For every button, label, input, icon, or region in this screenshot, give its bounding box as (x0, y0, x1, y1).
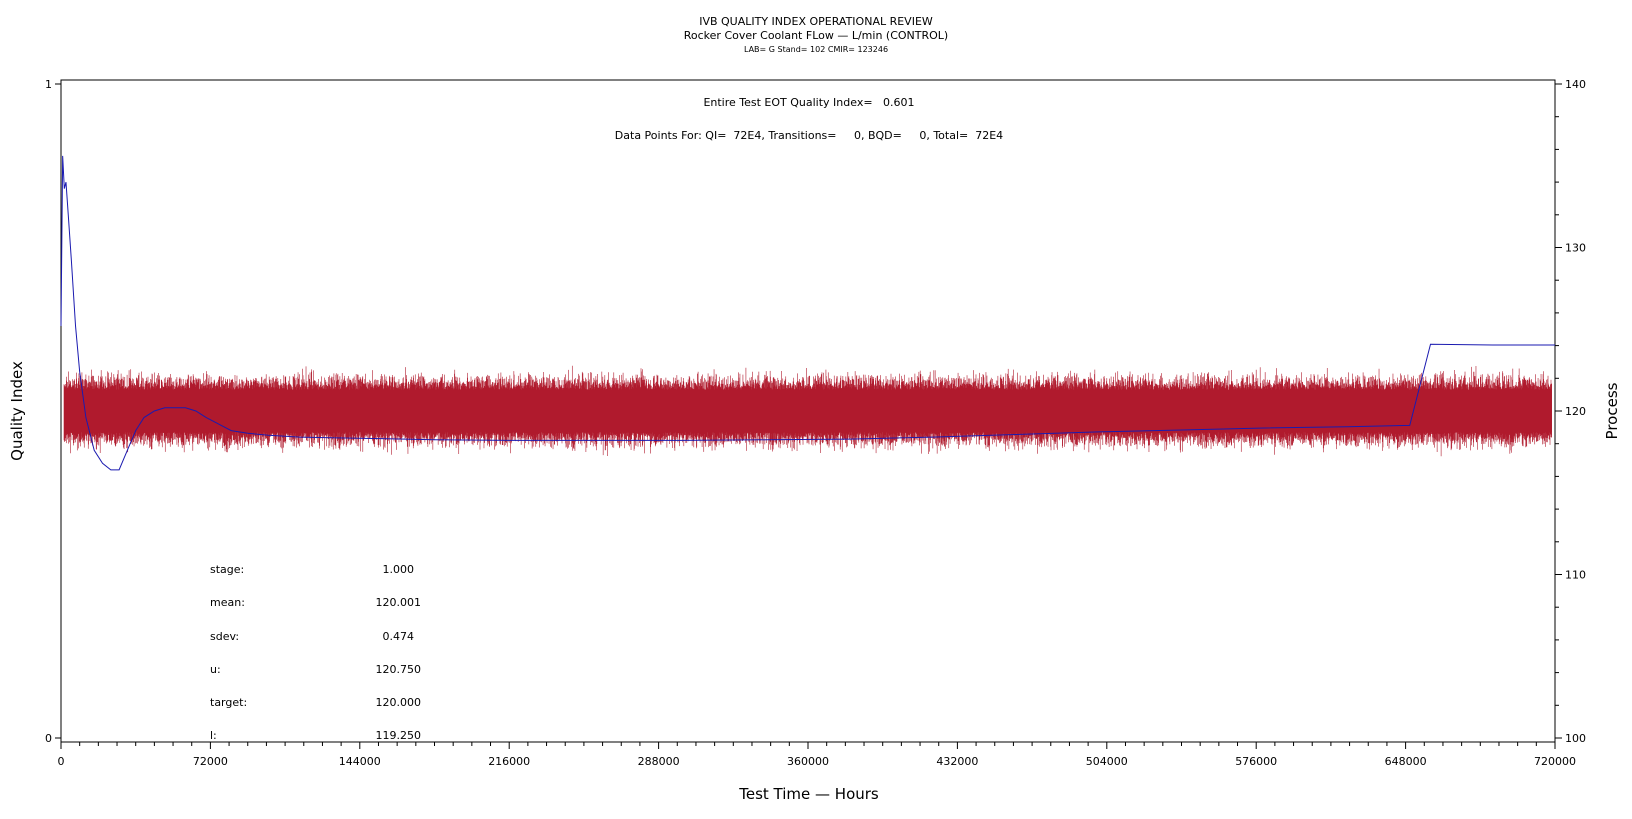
stat-value-target: 120.000 (376, 696, 422, 709)
y-right-tick-label: 140 (1565, 78, 1586, 91)
chart-info: LAB= G Stand= 102 CMIR= 123246 (744, 45, 888, 54)
x-tick-label: 288000 (638, 755, 680, 768)
process-series (63, 365, 1552, 457)
stat-label-sdev: sdev: (210, 630, 239, 643)
x-tick-label: 72000 (193, 755, 228, 768)
x-tick-label: 216000 (488, 755, 530, 768)
process-core-band (64, 389, 1552, 433)
stat-value-u: 120.750 (376, 663, 422, 676)
data-points-summary: Data Points For: QI= 72E4, Transitions= … (615, 129, 1003, 142)
y-axis-right-label: Process (1603, 382, 1621, 439)
y-left-tick-label: 1 (45, 78, 52, 91)
y-right-tick-label: 110 (1565, 569, 1586, 582)
eot-quality-index: Entire Test EOT Quality Index= 0.601 (703, 96, 914, 109)
chart-title: IVB QUALITY INDEX OPERATIONAL REVIEW (699, 15, 933, 28)
stats-block: stage: 1.000 mean: 120.001 sdev: 0.474 u… (210, 563, 421, 742)
y-right-tick-label: 130 (1565, 242, 1586, 255)
axis-ticks: 0 72000 144000 216000 288000 360000 432000 5040… (45, 78, 1586, 768)
stat-value-stage: 1.000 (383, 563, 415, 576)
stat-value-l: 119.250 (376, 729, 422, 742)
x-tick-label: 720000 (1534, 755, 1576, 768)
stat-value-sdev: 0.474 (383, 630, 415, 643)
x-tick-label: 0 (58, 755, 65, 768)
stat-label-target: target: (210, 696, 247, 709)
y-right-tick-label: 100 (1565, 732, 1586, 745)
stat-label-l: l: (210, 729, 217, 742)
stat-label-stage: stage: (210, 563, 244, 576)
y-axis-left-label: Quality Index (8, 361, 26, 461)
x-tick-label: 432000 (936, 755, 978, 768)
y-left-tick-label: 0 (45, 732, 52, 745)
x-tick-label: 576000 (1235, 755, 1277, 768)
y-right-tick-label: 120 (1565, 405, 1586, 418)
quality-index-series (60, 155, 1555, 471)
stat-label-u: u: (210, 663, 221, 676)
chart-subtitle: Rocker Cover Coolant FLow — L/min (CONTR… (684, 29, 948, 42)
stat-value-mean: 120.001 (376, 596, 422, 609)
stat-label-mean: mean: (210, 596, 245, 609)
x-tick-label: 648000 (1385, 755, 1427, 768)
x-tick-label: 360000 (787, 755, 829, 768)
x-tick-label: 504000 (1086, 755, 1128, 768)
x-tick-label: 144000 (339, 755, 381, 768)
quality-index-line (60, 155, 1555, 471)
x-axis-label: Test Time — Hours (738, 785, 879, 803)
